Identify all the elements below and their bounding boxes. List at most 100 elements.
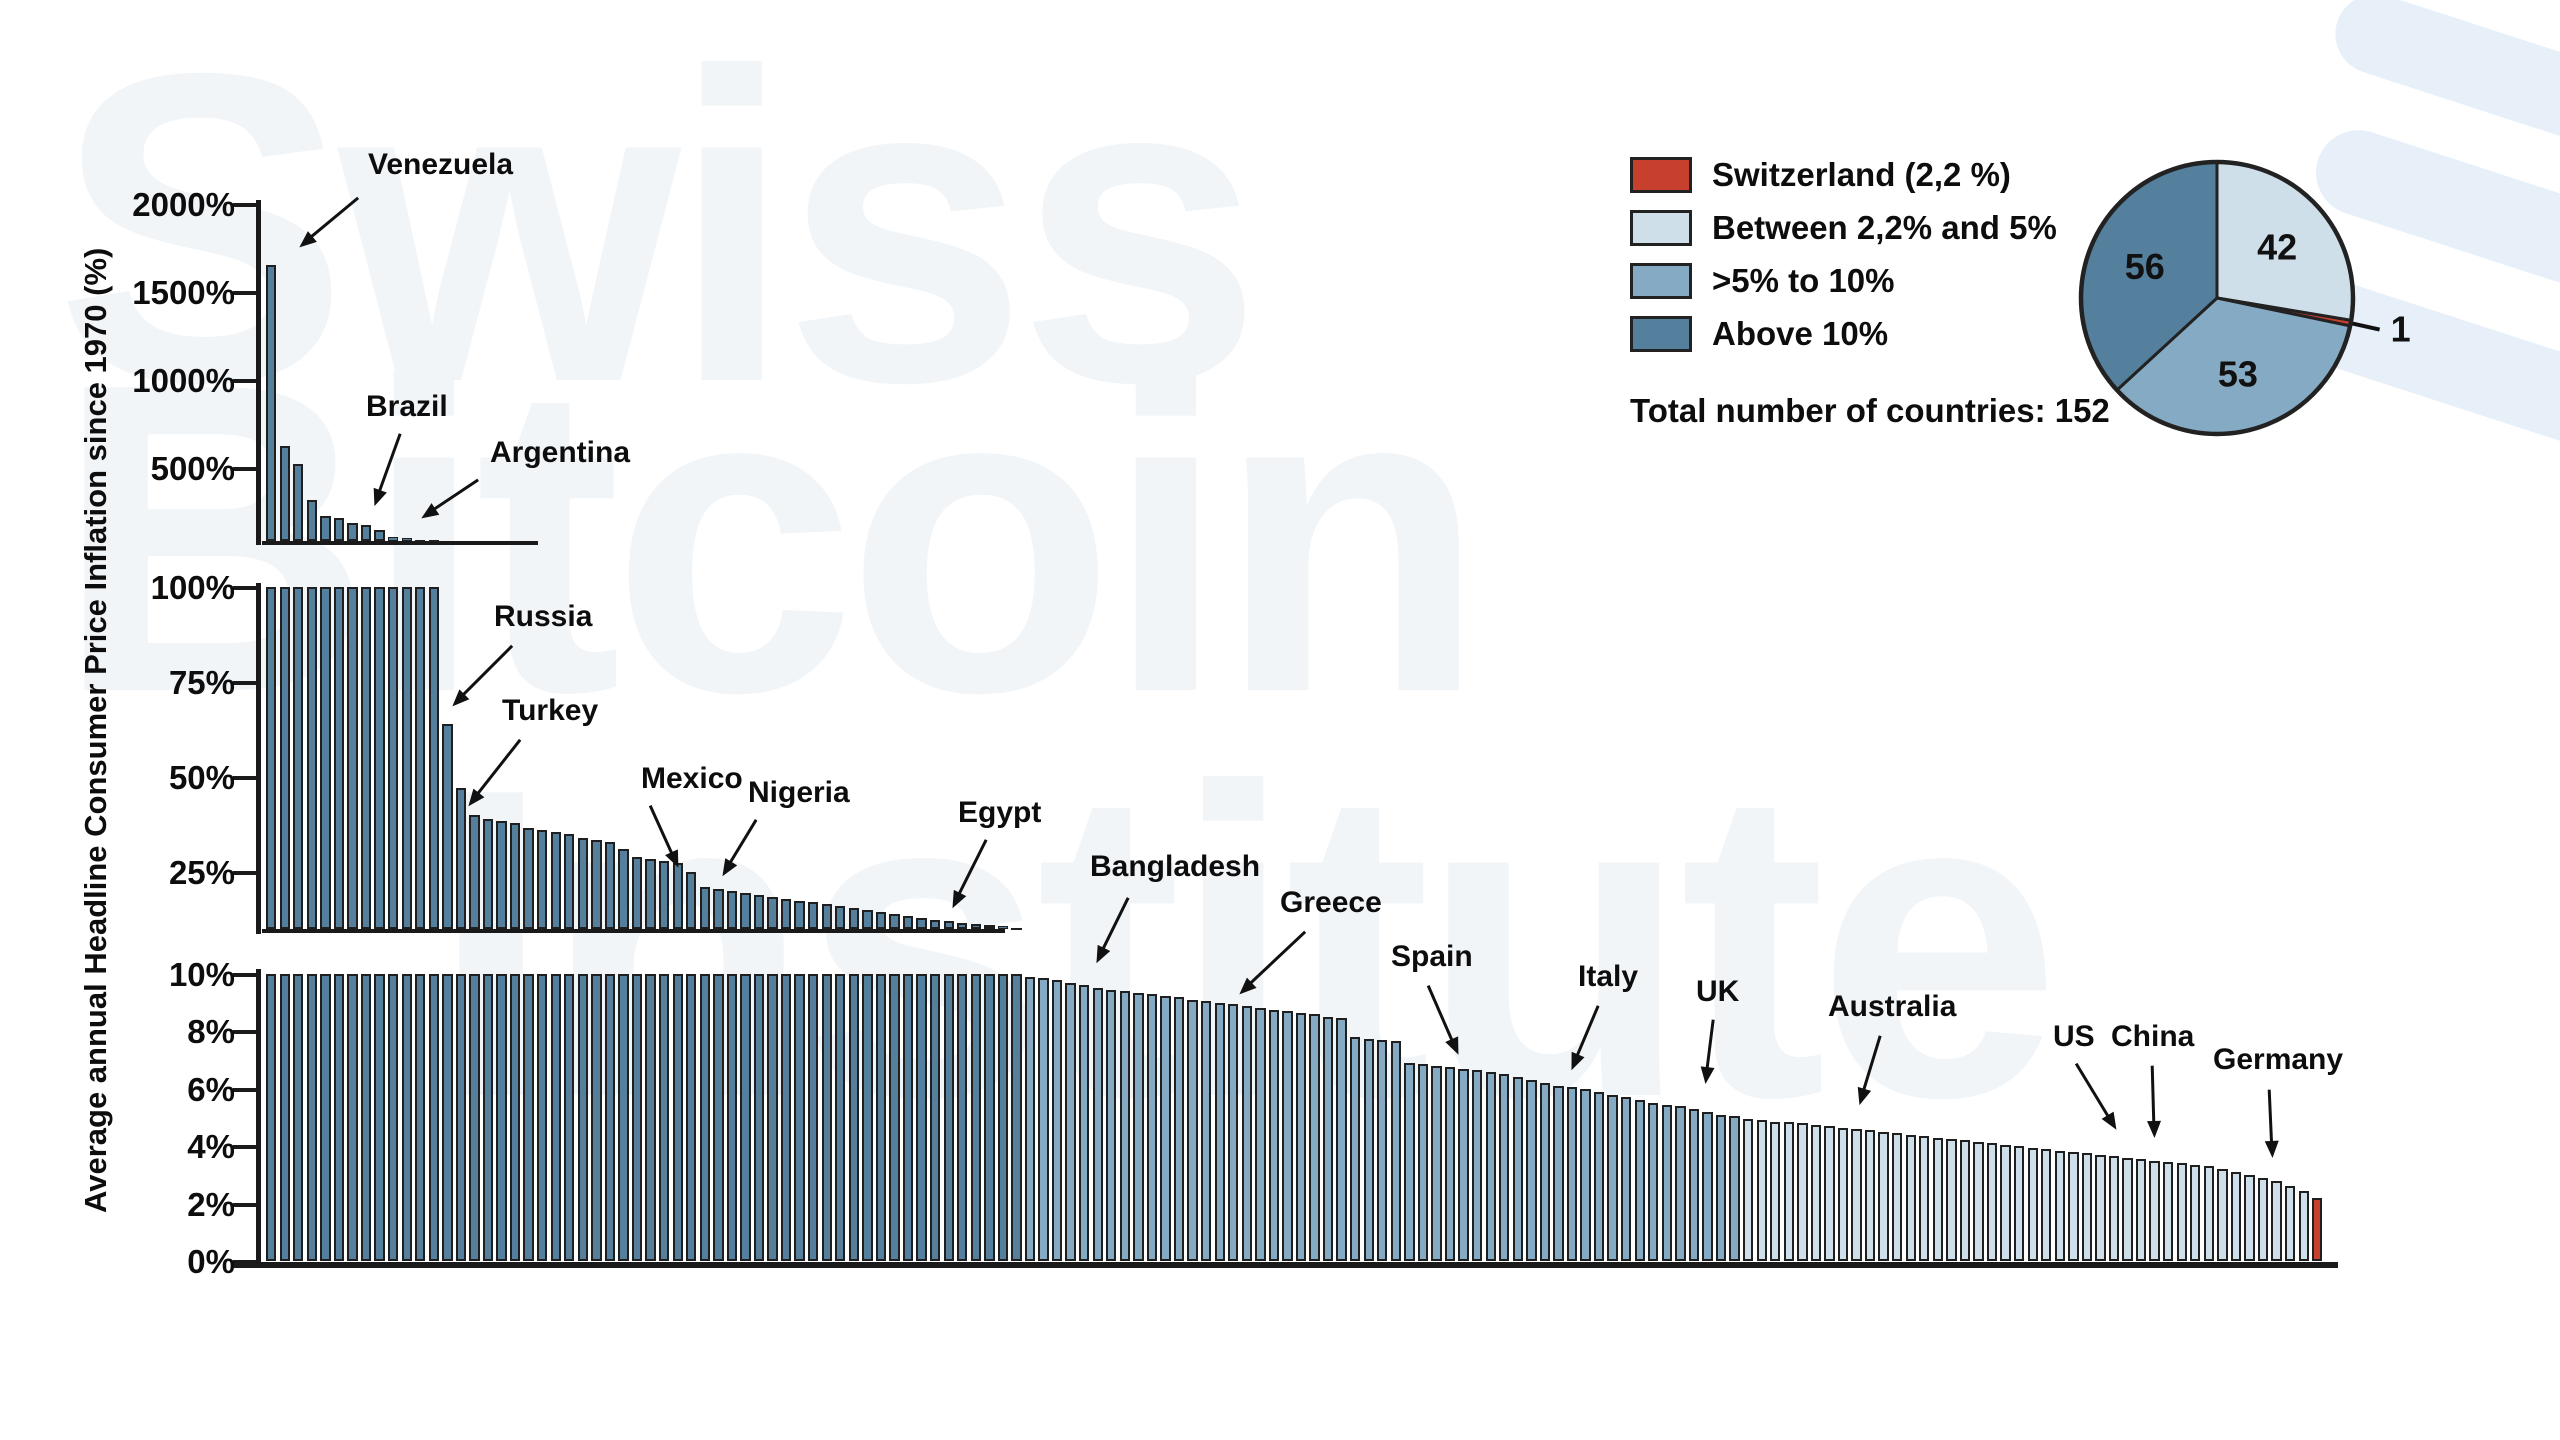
axis-break-baseline-middle bbox=[262, 929, 1005, 933]
y-axis-top bbox=[256, 200, 261, 545]
y-tick-top bbox=[233, 291, 258, 295]
inflation-bar bbox=[1499, 1074, 1510, 1261]
legend-label: Between 2,2% and 5% bbox=[1712, 208, 2057, 246]
inflation-bar bbox=[509, 974, 521, 1261]
inflation-bar bbox=[1959, 1140, 1971, 1261]
y-tick-label-top: 500% bbox=[150, 450, 235, 487]
annotation-argentina: Argentina bbox=[490, 436, 631, 469]
inflation-bar bbox=[306, 499, 318, 541]
inflation-bar bbox=[279, 587, 290, 929]
inflation-bar bbox=[686, 872, 697, 929]
y-tick-label-bottom: 6% bbox=[187, 1070, 235, 1108]
inflation-bar bbox=[360, 974, 372, 1261]
inflation-bar bbox=[1309, 1014, 1320, 1261]
inflation-bar bbox=[862, 974, 873, 1261]
inflation-bar bbox=[1051, 979, 1063, 1261]
inflation-bar bbox=[360, 525, 372, 541]
annotation-italy: Italy bbox=[1578, 960, 1639, 993]
annotation-bangladesh: Bangladesh bbox=[1090, 850, 1261, 883]
inflation-bar bbox=[604, 841, 616, 929]
y-tick-bottom bbox=[233, 1030, 258, 1035]
legend-item: >5% to 10% bbox=[1630, 254, 2110, 307]
y-tick-bottom bbox=[233, 1145, 258, 1150]
inflation-bar bbox=[2217, 1169, 2228, 1261]
inflation-bar bbox=[970, 974, 981, 1261]
inflation-bar bbox=[2190, 1164, 2201, 1261]
inflation-bar bbox=[862, 910, 873, 929]
pie-value-label: 56 bbox=[2125, 246, 2165, 287]
legend-label: Switzerland (2,2 %) bbox=[1712, 155, 2011, 193]
inflation-bar bbox=[1336, 1018, 1347, 1261]
y-tick-label-middle: 50% bbox=[168, 759, 235, 796]
inflation-bar bbox=[713, 889, 724, 929]
y-tick-top bbox=[233, 379, 258, 383]
y-tick-label-top: 1000% bbox=[132, 362, 235, 399]
y-tick-label-bottom: 4% bbox=[187, 1128, 235, 1166]
inflation-bar bbox=[1797, 1123, 1808, 1261]
inflation-bar bbox=[360, 587, 372, 929]
inflation-bar bbox=[1526, 1080, 1537, 1261]
inflation-bar bbox=[564, 974, 575, 1261]
inflation-bar bbox=[902, 974, 914, 1261]
inflation-bar bbox=[2095, 1154, 2106, 1261]
inflation-bar bbox=[428, 974, 439, 1261]
inflation-bar bbox=[740, 974, 751, 1261]
inflation-bar bbox=[1783, 1121, 1794, 1261]
inflation-bar bbox=[713, 974, 724, 1261]
inflation-bar bbox=[415, 587, 426, 929]
inflation-bar bbox=[929, 919, 941, 929]
inflation-bar bbox=[726, 974, 738, 1261]
inflation-bar bbox=[1092, 988, 1103, 1261]
inflation-bar bbox=[997, 974, 1009, 1261]
inflation-bar bbox=[455, 974, 467, 1261]
inflation-bar bbox=[1770, 1121, 1781, 1261]
y-axis-bottom bbox=[256, 969, 261, 1266]
inflation-bar bbox=[1241, 1005, 1252, 1261]
inflation-bar bbox=[1295, 1012, 1307, 1261]
inflation-bar bbox=[1621, 1097, 1632, 1261]
annotation-spain: Spain bbox=[1391, 940, 1473, 973]
inflation-bar bbox=[2054, 1150, 2065, 1261]
inflation-bar bbox=[1214, 1002, 1225, 1261]
inflation-bar bbox=[1200, 1001, 1212, 1261]
inflation-bar bbox=[347, 587, 358, 929]
inflation-bar bbox=[442, 974, 453, 1261]
inflation-bar bbox=[686, 974, 697, 1261]
inflation-bar bbox=[1417, 1064, 1429, 1261]
y-tick-label-bottom: 8% bbox=[187, 1013, 235, 1051]
inflation-bar bbox=[1580, 1088, 1591, 1261]
inflation-bar bbox=[1824, 1126, 1835, 1261]
inflation-bar bbox=[984, 924, 995, 929]
inflation-bar bbox=[266, 264, 277, 541]
annotation-arrowhead bbox=[2147, 1120, 2162, 1139]
inflation-bar bbox=[1715, 1114, 1727, 1261]
annotation-germany: Germany bbox=[2213, 1043, 2344, 1076]
inflation-bar bbox=[1593, 1091, 1605, 1261]
annotation-arrowhead bbox=[1698, 1066, 1715, 1085]
pie-value-label: 42 bbox=[2257, 227, 2297, 268]
pie-leader-line bbox=[2352, 321, 2381, 332]
y-tick-label-bottom: 2% bbox=[187, 1185, 235, 1223]
legend-item: Between 2,2% and 5% bbox=[1630, 201, 2110, 254]
inflation-bar bbox=[1458, 1068, 1469, 1261]
inflation-bar bbox=[970, 923, 981, 929]
inflation-bar bbox=[1688, 1108, 1700, 1261]
inflation-bar bbox=[902, 915, 914, 929]
legend-label: >5% to 10% bbox=[1712, 261, 1895, 299]
legend-items: Switzerland (2,2 %) Between 2,2% and 5% >5… bbox=[1630, 148, 2110, 360]
inflation-bar bbox=[1106, 989, 1117, 1261]
inflation-bar bbox=[496, 820, 507, 929]
y-tick-top bbox=[233, 467, 258, 471]
inflation-bar bbox=[767, 896, 778, 929]
inflation-bar bbox=[2027, 1147, 2038, 1261]
inflation-bar bbox=[2257, 1177, 2269, 1261]
inflation-bar bbox=[726, 891, 738, 929]
axis-break-baseline-bottom bbox=[232, 1262, 2338, 1268]
inflation-bar bbox=[2041, 1149, 2052, 1261]
y-tick-middle bbox=[233, 681, 258, 685]
inflation-bar bbox=[306, 587, 318, 929]
inflation-bar bbox=[266, 587, 277, 929]
inflation-bar bbox=[387, 587, 399, 929]
inflation-bar bbox=[848, 974, 860, 1261]
inflation-bar bbox=[1607, 1094, 1618, 1261]
